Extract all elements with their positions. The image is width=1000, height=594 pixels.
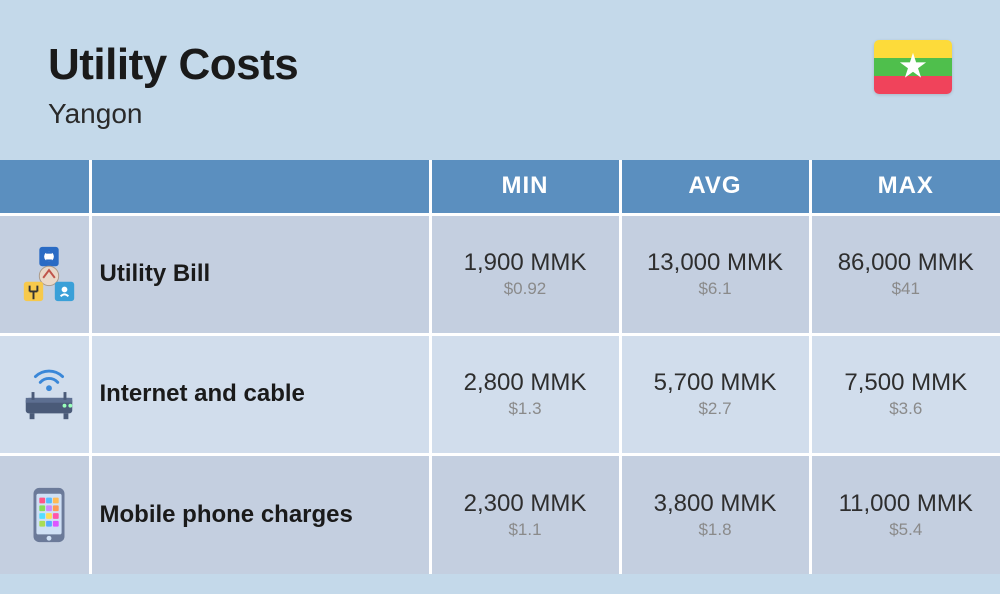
- row-label: Utility Bill: [90, 214, 430, 334]
- page-root: Utility Costs Yangon ★ MIN AVG MAX: [0, 0, 1000, 594]
- cell-avg: 13,000 MMK $6.1: [620, 214, 810, 334]
- row-icon-cell: [0, 334, 90, 454]
- secondary-value: $1.8: [622, 520, 809, 540]
- cell-max: 86,000 MMK $41: [810, 214, 1000, 334]
- cost-table: MIN AVG MAX: [0, 160, 1000, 574]
- secondary-value: $41: [812, 279, 1000, 299]
- cell-min: 1,900 MMK $0.92: [430, 214, 620, 334]
- primary-value: 5,700 MMK: [622, 369, 809, 397]
- secondary-value: $0.92: [432, 279, 619, 299]
- secondary-value: $6.1: [622, 279, 809, 299]
- table-body: Utility Bill 1,900 MMK $0.92 13,000 MMK …: [0, 214, 1000, 574]
- table-header-max: MAX: [810, 160, 1000, 214]
- primary-value: 86,000 MMK: [812, 249, 1000, 277]
- primary-value: 3,800 MMK: [622, 490, 809, 518]
- router-icon: [18, 363, 80, 425]
- table-header-avg: AVG: [620, 160, 810, 214]
- table-header-blank-label: [90, 160, 430, 214]
- cell-avg: 3,800 MMK $1.8: [620, 454, 810, 574]
- table-header-blank-icon: [0, 160, 90, 214]
- secondary-value: $1.3: [432, 399, 619, 419]
- header: Utility Costs Yangon ★: [0, 0, 1000, 160]
- secondary-value: $3.6: [812, 399, 1000, 419]
- flag-star-icon: ★: [898, 49, 928, 83]
- row-label: Mobile phone charges: [90, 454, 430, 574]
- header-text: Utility Costs Yangon: [48, 40, 298, 130]
- primary-value: 1,900 MMK: [432, 249, 619, 277]
- secondary-value: $2.7: [622, 399, 809, 419]
- page-title: Utility Costs: [48, 40, 298, 90]
- utility-icon: [18, 243, 80, 305]
- phone-icon: [18, 484, 80, 546]
- primary-value: 7,500 MMK: [812, 369, 1000, 397]
- table-header-min: MIN: [430, 160, 620, 214]
- primary-value: 2,800 MMK: [432, 369, 619, 397]
- cell-min: 2,800 MMK $1.3: [430, 334, 620, 454]
- primary-value: 11,000 MMK: [812, 490, 1000, 518]
- primary-value: 13,000 MMK: [622, 249, 809, 277]
- cell-max: 7,500 MMK $3.6: [810, 334, 1000, 454]
- row-icon-cell: [0, 214, 90, 334]
- secondary-value: $1.1: [432, 520, 619, 540]
- table-row: Mobile phone charges 2,300 MMK $1.1 3,80…: [0, 454, 1000, 574]
- flag-icon: ★: [874, 40, 952, 94]
- row-icon-cell: [0, 454, 90, 574]
- page-subtitle: Yangon: [48, 98, 298, 130]
- secondary-value: $5.4: [812, 520, 1000, 540]
- cell-avg: 5,700 MMK $2.7: [620, 334, 810, 454]
- table-row: Internet and cable 2,800 MMK $1.3 5,700 …: [0, 334, 1000, 454]
- table-row: Utility Bill 1,900 MMK $0.92 13,000 MMK …: [0, 214, 1000, 334]
- cell-min: 2,300 MMK $1.1: [430, 454, 620, 574]
- table-header-row: MIN AVG MAX: [0, 160, 1000, 214]
- row-label: Internet and cable: [90, 334, 430, 454]
- cell-max: 11,000 MMK $5.4: [810, 454, 1000, 574]
- primary-value: 2,300 MMK: [432, 490, 619, 518]
